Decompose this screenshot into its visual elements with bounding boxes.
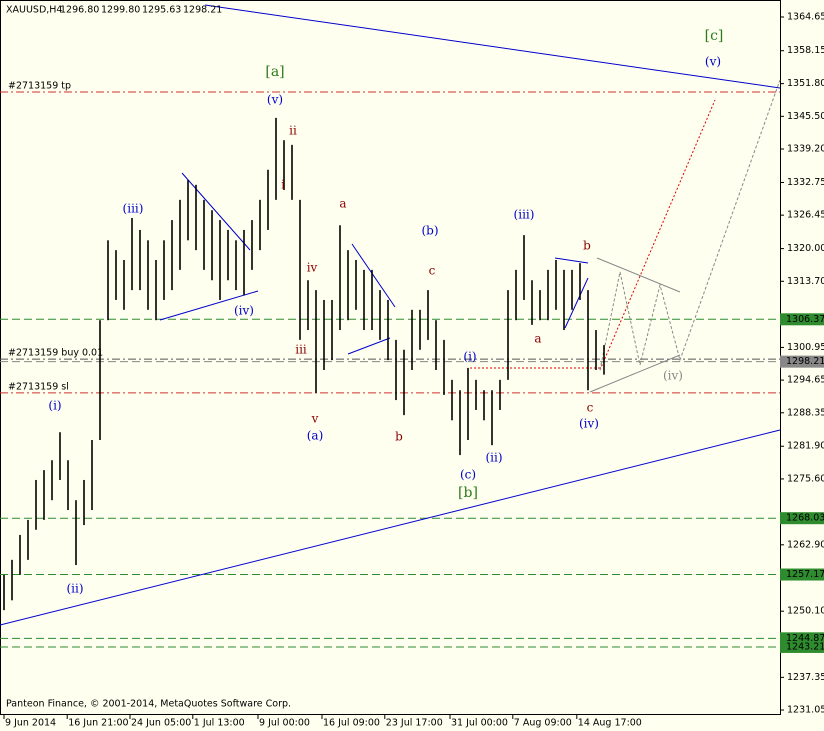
wave-label: (iv) [234,304,254,318]
y-tick-label: 1300.95 [787,342,824,353]
level-box [780,640,824,653]
wave-label: (iv) [663,369,683,383]
wave-label: (iii) [514,208,535,222]
y-tick-label: 1345.50 [787,111,824,122]
x-tick-label: 16 Jul 09:00 [323,718,380,729]
x-tick-label: 9 Jul 00:00 [259,718,310,729]
y-tick-label: 1358.15 [787,45,824,56]
x-tick-label: 24 Jun 05:00 [131,718,191,729]
channel-line [347,337,391,355]
y-tick-label: 1320.00 [787,243,824,254]
wave-label: (v) [267,93,283,107]
wave-label: a [534,332,541,346]
wave-label: [a] [265,64,284,80]
x-tick-label: 7 Aug 09:00 [514,718,572,729]
x-tick-label: 31 Jul 00:00 [451,718,508,729]
wave-label: i [281,178,285,192]
y-tick-label: 1262.90 [787,539,824,550]
x-tick-label: 9 Jun 2014 [5,718,56,729]
level-label: 1298.21 [786,356,824,367]
open: 1296.80 [60,5,99,16]
wave-label: iii [295,343,307,357]
order-label: #2713159 tp [8,80,71,91]
level-label: 1257.17 [786,569,824,580]
low: 1295.63 [142,5,181,16]
y-tick-label: 1231.05 [787,705,824,716]
y-tick-label: 1313.70 [787,276,824,287]
drawings [0,4,781,626]
wave-label: (i) [463,350,476,364]
x-tick-label: 1 Jul 13:00 [194,718,245,729]
wave-label: (a) [307,429,324,443]
level-label: 1243.21 [786,641,824,652]
wave-label: b [395,430,403,444]
x-tick-label: 14 Aug 17:00 [578,718,642,729]
wave-label: (iv) [579,417,599,431]
wave-label: v [311,412,319,426]
wave-label: (v) [705,55,721,69]
triangle-line [596,257,681,293]
order-label: #2713159 buy 0.01 [8,348,103,359]
triangle-line [589,354,681,393]
wave-label: [b] [458,485,478,501]
wave-label: iv [307,261,318,275]
level-box [780,355,824,368]
y-tick-label: 1332.75 [787,177,824,188]
channel-line [181,172,251,251]
y-tick-label: 1288.35 [787,407,824,418]
wave-label: (ii) [66,582,83,596]
wave-label: (c) [460,468,476,482]
channel-line [554,257,589,264]
y-tick-label: 1294.65 [787,375,824,386]
y-tick-label: 1275.60 [787,473,824,484]
wave-label: b [583,239,591,253]
wave-label: a [339,197,346,211]
y-tick-label: 1250.10 [787,606,824,617]
wave-label: (iii) [123,202,144,216]
high: 1299.80 [101,5,140,16]
wave-label: (i) [48,399,61,413]
channel-line [351,243,396,308]
channel-line [564,277,589,329]
level-label: 1268.03 [786,513,824,524]
wave-label: (ii) [485,451,502,465]
y-tick-label: 1326.45 [787,210,824,221]
projection-line [599,99,716,371]
level-label: 1306.37 [786,314,824,325]
symbol: XAUUSD,H4 [6,5,62,16]
level-box [780,512,824,525]
wave-label: c [587,401,594,415]
level-box [780,568,824,581]
order-label: #2713159 sl [8,381,69,392]
y-tick-label: 1351.80 [787,78,824,89]
trend-line [0,429,781,626]
level-label: 1244.87 [786,633,824,644]
wave-label: (b) [421,224,438,238]
y-tick-label: 1281.90 [787,441,824,452]
x-tick-label: 23 Jul 17:00 [386,718,443,729]
x-tick-label: 16 Jun 21:00 [68,718,128,729]
y-tick-label: 1237.35 [787,672,824,683]
close: 1298.21 [183,5,222,16]
wave-label: [c] [705,28,724,44]
footer: Panteon Finance, © 2001-2014, MetaQuotes… [6,699,291,710]
wave-label: c [429,264,436,278]
channel-line [159,290,259,321]
projection-path [599,79,781,371]
trend-line [204,4,781,89]
level-box [780,313,824,326]
y-tick-label: 1339.20 [787,144,824,155]
y-tick-label: 1364.65 [787,11,824,22]
wave-label: ii [289,124,297,138]
